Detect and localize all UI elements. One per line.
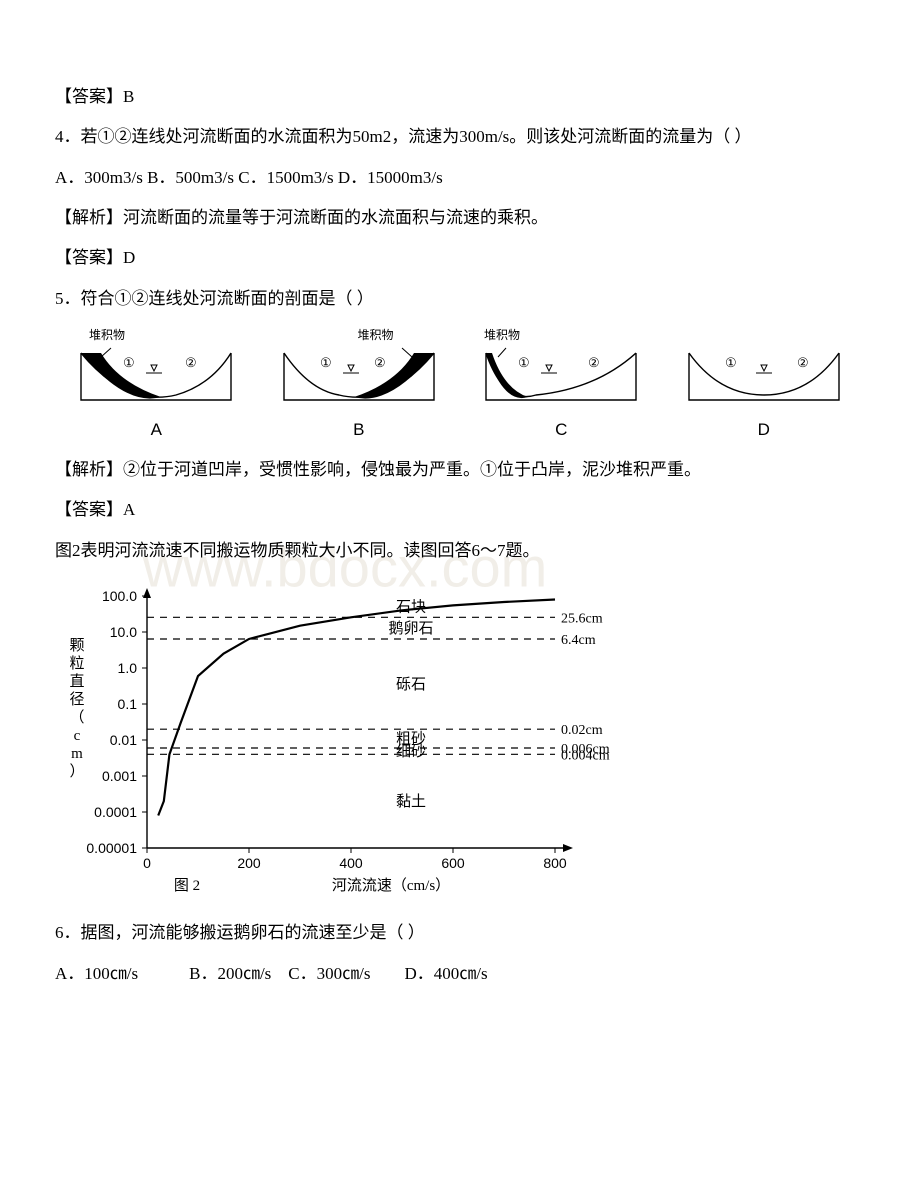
cross-section-diagrams: 堆积物 ① ② A 堆积物 ① ② [55,326,865,443]
svg-text:25.6cm: 25.6cm [561,611,603,626]
svg-text:颗粒直径（cm）: 颗粒直径（cm） [69,638,84,780]
svg-text:①: ① [518,355,530,370]
sediment-chart: www.bdocx.com 100.010.01.00.10.010.0010.… [55,578,635,906]
q5-expl-text: ②位于河道凹岸，受惯性影响，侵蚀最为严重。①位于凸岸，泥沙堆积严重。 [123,460,701,479]
deposit-label-b: 堆积物 [258,326,461,345]
diagram-d-label: D [663,417,866,443]
q5-answer-prefix: 【答案】 [55,500,123,519]
cross-section-b-svg: ① ② [274,345,444,413]
svg-text:细砂: 细砂 [396,743,426,760]
svg-text:②: ② [185,355,197,370]
svg-text:0: 0 [143,855,151,871]
svg-text:0.1: 0.1 [118,696,138,712]
svg-text:1.0: 1.0 [118,660,138,676]
diagram-a: 堆积物 ① ② A [55,326,258,443]
diagram-d: . ① ② D [663,326,866,443]
svg-text:600: 600 [441,855,465,871]
diagram-b: 堆积物 ① ② B [258,326,461,443]
svg-text:0.02cm: 0.02cm [561,723,603,738]
svg-text:①: ① [320,355,332,370]
svg-text:河流流速（cm/s）: 河流流速（cm/s） [332,877,450,894]
intro-6-7: 图2表明河流流速不同搬运物质颗粒大小不同。读图回答6～7题。 [55,538,865,564]
svg-text:400: 400 [339,855,363,871]
svg-text:0.0001: 0.0001 [94,804,137,820]
q5-answer-line: 【答案】A [55,497,865,523]
diagram-c: 堆积物 ① ② C [460,326,663,443]
svg-text:0.01: 0.01 [110,732,137,748]
q4-explanation: 【解析】河流断面的流量等于河流断面的水流面积与流速的乘积。 [55,205,865,231]
q4-answer: D [123,248,135,267]
svg-text:①: ① [123,355,135,370]
svg-text:石块: 石块 [396,599,426,616]
q5-answer: A [123,500,135,519]
svg-text:800: 800 [543,855,567,871]
q3-answer: B [123,87,134,106]
q4-expl-prefix: 【解析】 [55,208,123,227]
svg-text:0.001: 0.001 [102,768,137,784]
q5-text: 5．符合①②连线处河流断面的剖面是（ ） [55,286,865,312]
diagram-a-label: A [55,417,258,443]
q6-text: 6．据图，河流能够搬运鹅卵石的流速至少是（ ） [55,920,865,946]
svg-text:鹅卵石: 鹅卵石 [388,620,433,637]
deposit-label-c: 堆积物 [460,326,663,345]
svg-text:100.0: 100.0 [102,588,137,604]
svg-text:0.004cm: 0.004cm [561,748,610,763]
q4-options: A．300m3/s B．500m3/s C．1500m3/s D．15000m3… [55,165,865,191]
q5-expl-prefix: 【解析】 [55,460,123,479]
diagram-c-label: C [460,417,663,443]
q4-expl-text: 河流断面的流量等于河流断面的水流面积与流速的乘积。 [123,208,548,227]
svg-text:图 2: 图 2 [174,877,200,894]
svg-text:砾石: 砾石 [396,676,426,693]
deposit-label-a: 堆积物 [55,326,258,345]
svg-text:200: 200 [237,855,261,871]
q4-answer-prefix: 【答案】 [55,248,123,267]
q3-answer-prefix: 【答案】 [55,87,123,106]
svg-text:②: ② [588,355,600,370]
svg-text:6.4cm: 6.4cm [561,633,596,648]
q4-answer-line: 【答案】D [55,245,865,271]
cross-section-d-svg: ① ② [679,345,849,413]
svg-text:②: ② [797,355,809,370]
chart-svg: 100.0 10.0 1.0 0.1 0.01 0.001 0.0001 0.00001 0 20… [55,578,635,898]
svg-text:①: ① [725,355,737,370]
cross-section-a-svg: ① ② [71,345,241,413]
q6-options: A．100㎝/s B．200㎝/s C．300㎝/s D．400㎝/s [55,961,865,987]
svg-text:黏土: 黏土 [396,793,426,810]
svg-text:0.00001: 0.00001 [86,840,137,856]
q3-answer-line: 【答案】B [55,84,865,110]
diagram-b-label: B [258,417,461,443]
cross-section-c-svg: ① ② [476,345,646,413]
q5-explanation: 【解析】②位于河道凹岸，受惯性影响，侵蚀最为严重。①位于凸岸，泥沙堆积严重。 [55,457,865,483]
svg-text:②: ② [374,355,386,370]
q4-text: 4．若①②连线处河流断面的水流面积为50m2，流速为300m/s。则该处河流断面… [55,124,865,150]
svg-text:10.0: 10.0 [110,624,137,640]
